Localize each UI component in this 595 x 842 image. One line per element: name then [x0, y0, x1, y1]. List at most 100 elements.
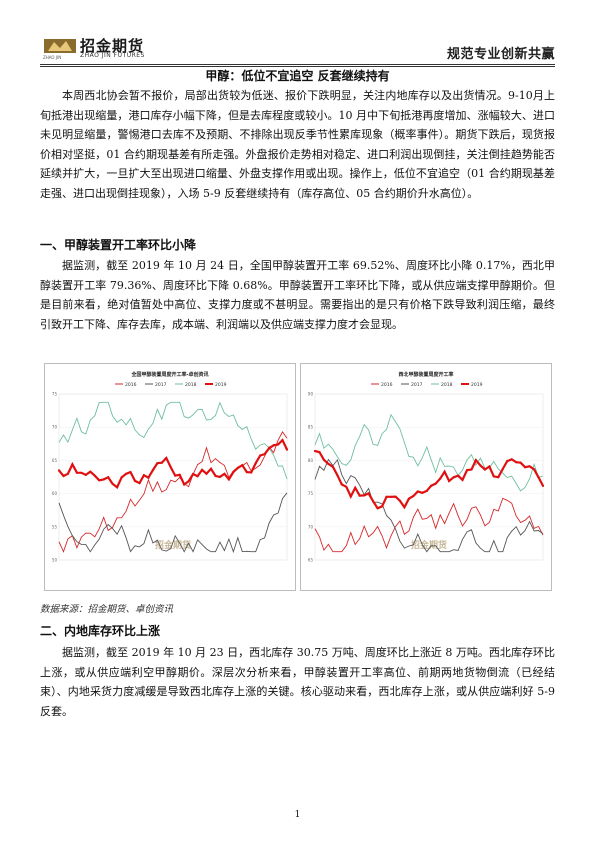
series-point-2019: [205, 472, 208, 475]
series-point-2019: [381, 505, 384, 508]
series-point-2019: [313, 449, 317, 453]
series-point-2019: [142, 474, 145, 477]
y-tick-label: 85: [308, 425, 314, 430]
section-1-heading: 一、甲醇装置开工率环比小降: [40, 238, 197, 252]
series-point-2019: [470, 468, 473, 471]
legend-label-2019: 2019: [215, 382, 227, 388]
series-line-2016: [58, 431, 288, 553]
y-tick-label: 65: [308, 558, 314, 563]
series-point-2019: [223, 472, 226, 475]
series-point-2019: [236, 466, 239, 469]
legend-label-2016: 2016: [125, 382, 137, 388]
series-point-2019: [281, 439, 284, 442]
series-point-2019: [465, 469, 469, 472]
series-point-2019: [138, 482, 141, 485]
data-source-note: 数据来源：招金期货、卓创资讯: [40, 604, 174, 615]
legend-label-2016: 2016: [381, 382, 393, 388]
series-point-2019: [474, 459, 477, 462]
series-point-2019: [457, 474, 460, 477]
y-tick-label: 75: [52, 392, 58, 397]
header-divider-secondary: [40, 66, 555, 67]
series-point-2019: [403, 506, 406, 509]
series-point-2019: [318, 451, 321, 454]
series-point-2019: [272, 444, 275, 447]
series-point-2019: [506, 460, 509, 463]
section-2-heading: 二、内地库存环比上涨: [40, 624, 161, 638]
series-point-2019: [416, 490, 419, 493]
series-point-2019: [147, 476, 150, 479]
legend-label-2018: 2018: [185, 382, 197, 388]
series-point-2019: [497, 476, 500, 479]
series-point-2019: [425, 489, 428, 492]
series-point-2019: [129, 471, 132, 474]
series-point-2019: [363, 494, 366, 497]
series-point-2019: [430, 484, 433, 487]
series-point-2019: [336, 474, 339, 477]
series-point-2019: [93, 474, 96, 477]
series-point-2019: [367, 492, 370, 495]
series-point-2019: [250, 471, 253, 474]
series-line-2016: [314, 497, 544, 553]
series-line-2018: [58, 401, 288, 480]
legend-label-2018: 2018: [441, 382, 453, 388]
series-point-2019: [201, 468, 204, 471]
y-tick-label: 70: [308, 524, 314, 529]
series-point-2019: [245, 471, 248, 474]
series-point-2019: [268, 447, 271, 450]
series-point-2019: [358, 494, 361, 497]
legend-label-2017: 2017: [155, 382, 167, 388]
series-point-2019: [232, 470, 235, 474]
series-point-2019: [524, 466, 527, 469]
chart-pair: 全国甲醇装置周度开工率-卓创资讯 2016 2017 2018 2019 75 70 65 60…: [44, 363, 552, 591]
series-point-2019: [434, 482, 437, 485]
series-point-2019: [214, 474, 217, 477]
series-point-2019: [133, 479, 137, 482]
series-point-2019: [483, 468, 486, 471]
series-point-2019: [116, 486, 119, 489]
series-point-2019: [349, 495, 352, 498]
y-tick-label: 70: [52, 425, 58, 430]
series-point-2019: [165, 456, 168, 460]
legend-label-2017: 2017: [411, 382, 423, 388]
company-logo: 招金期货 ZHAO JIN FUTURES ZHAO JIN: [40, 33, 170, 61]
series-point-2019: [120, 476, 123, 479]
series-point-2019: [227, 478, 230, 481]
series-point-2019: [125, 472, 128, 475]
series-point-2019: [322, 458, 325, 461]
series-point-2019: [169, 466, 172, 469]
series-point-2019: [209, 467, 213, 470]
series-point-2019: [501, 467, 504, 470]
series-point-2019: [443, 470, 446, 473]
series-point-2019: [421, 491, 424, 494]
y-tick-label: 50: [52, 558, 58, 563]
series-point-2019: [452, 476, 455, 479]
series-point-2019: [218, 475, 221, 478]
chart-title: 全国甲醇装置周度开工率-卓创资讯: [130, 371, 208, 378]
series-point-2019: [285, 448, 289, 451]
series-point-2019: [412, 494, 415, 498]
series-point-2019: [537, 476, 540, 479]
series-point-2019: [98, 479, 101, 482]
series-point-2019: [84, 473, 87, 476]
series-line-2017: [314, 458, 544, 553]
series-point-2019: [254, 462, 257, 465]
series-point-2019: [71, 463, 74, 466]
series-line-2018: [314, 413, 544, 492]
chart-northwest-operating-rate: 西北甲醇装置周度开工率 2016 2017 2018 2019 90 85 80 75 70 65 招…: [300, 363, 552, 591]
series-point-2019: [75, 471, 78, 474]
series-point-2019: [541, 484, 545, 487]
series-line-2019: [58, 438, 288, 490]
section-1-body: 据监测，截至 2019 年 10 月 24 日，全国甲醇装置开工率 69.52%…: [40, 259, 555, 331]
series-point-2019: [89, 470, 92, 473]
series-point-2019: [183, 483, 186, 486]
header-divider: [40, 64, 555, 65]
chart-title: 西北甲醇装置周度开工率: [398, 371, 453, 378]
series-point-2019: [57, 469, 61, 472]
series-point-2019: [533, 468, 536, 471]
series-point-2019: [263, 453, 266, 456]
series-point-2019: [160, 461, 163, 464]
series-point-2019: [510, 458, 513, 461]
y-tick-label: 55: [52, 524, 58, 529]
y-tick-label: 75: [308, 491, 314, 496]
series-point-2019: [492, 475, 495, 478]
